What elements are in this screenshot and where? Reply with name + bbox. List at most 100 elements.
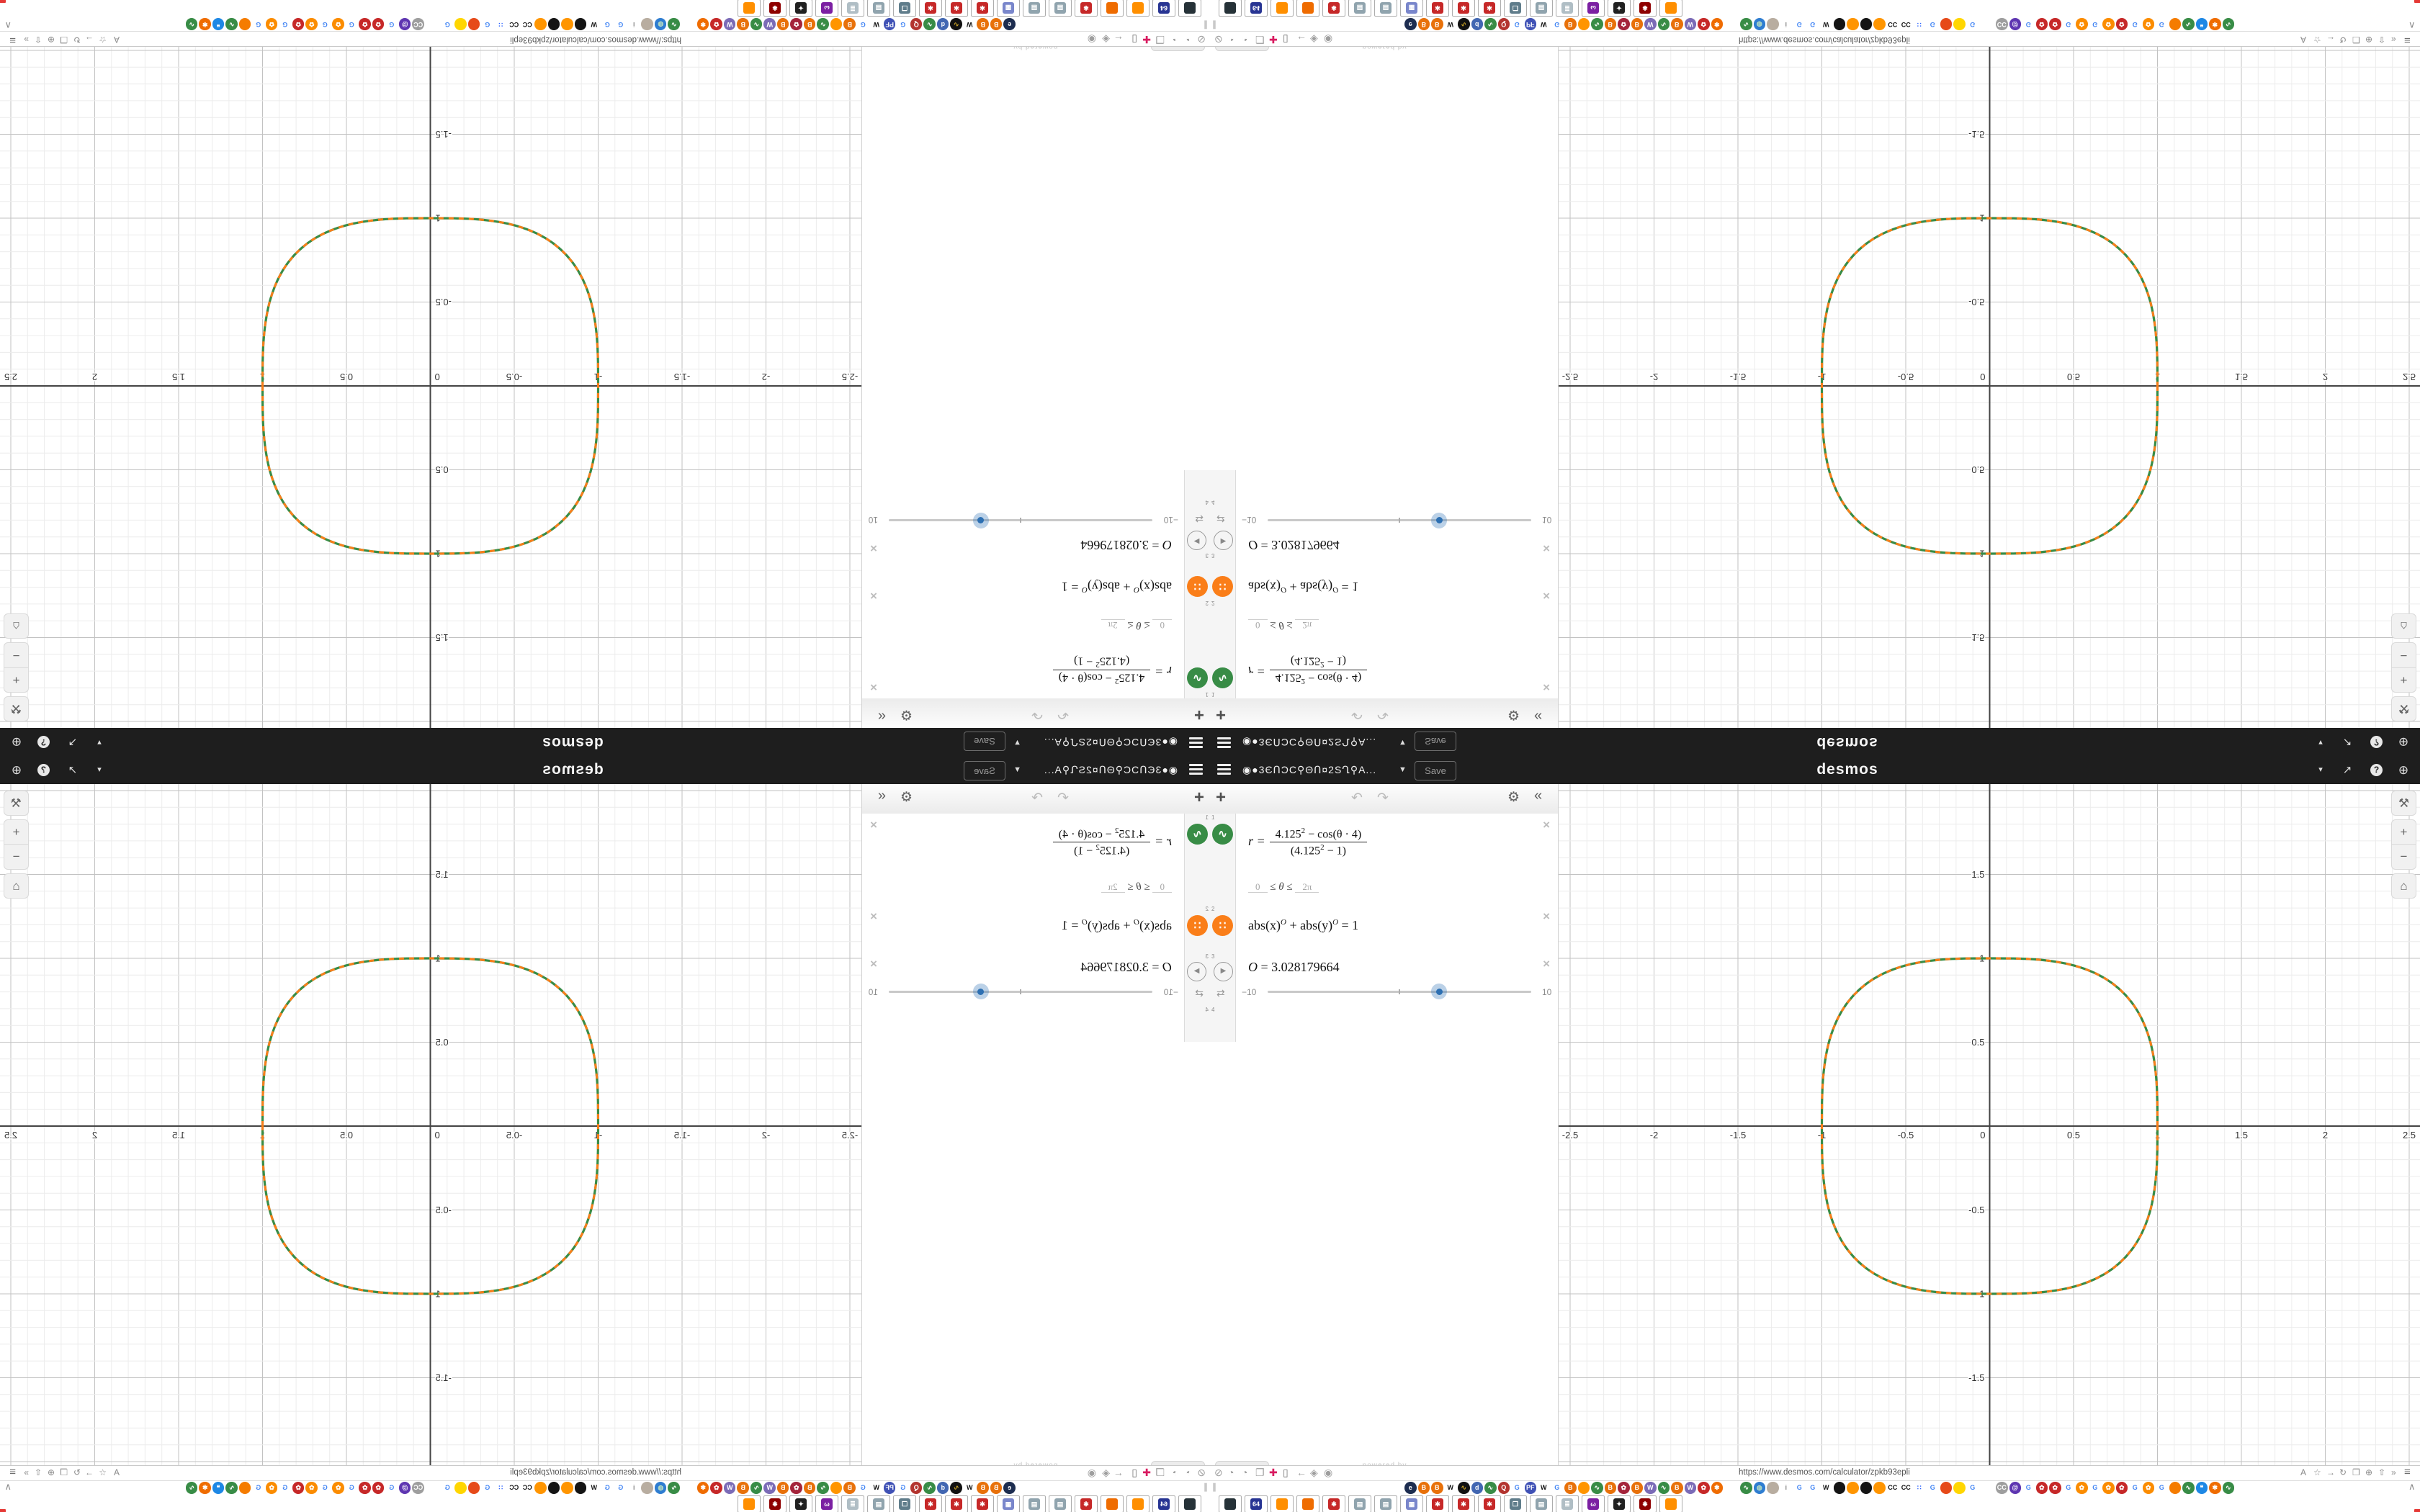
- taskbar-app-button[interactable]: [1178, 1495, 1201, 1512]
- tab-favicon[interactable]: W: [588, 1482, 600, 1494]
- tab-favicon[interactable]: ✱: [1711, 18, 1723, 30]
- tab-favicon[interactable]: B: [1631, 1482, 1643, 1494]
- tab-favicon[interactable]: W: [964, 18, 976, 30]
- account-caret-icon[interactable]: ▾: [97, 738, 102, 747]
- urlbar-left-icon[interactable]: ▯: [1283, 34, 1289, 45]
- tab-favicon[interactable]: G: [601, 1482, 614, 1494]
- save-button[interactable]: Save: [964, 761, 1005, 780]
- tab-favicon[interactable]: B: [843, 1482, 856, 1494]
- expression-row-3[interactable]: 3 ▶ ⇄ O = 3.028179664 −10 10 ×: [1210, 953, 1558, 1007]
- row1-gutter[interactable]: 1 ∿: [1184, 814, 1210, 905]
- tab-favicon[interactable]: @: [2009, 18, 2021, 30]
- taskbar-app-button[interactable]: ▤: [867, 0, 890, 17]
- zoom-out-button[interactable]: −: [2400, 649, 2408, 662]
- tab-favicon[interactable]: ✿: [2115, 1482, 2128, 1494]
- share-icon[interactable]: ↗: [2342, 764, 2352, 776]
- tab-favicon[interactable]: ✿: [1618, 1482, 1630, 1494]
- tab-favicon[interactable]: G: [481, 1482, 493, 1494]
- tab-favicon[interactable]: ∿: [1484, 18, 1497, 30]
- tab-favicon[interactable]: [548, 1482, 560, 1494]
- tab-favicon[interactable]: ❝: [212, 1482, 225, 1494]
- tab-favicon[interactable]: ❝: [212, 18, 225, 30]
- tab-favicon[interactable]: ✿: [2115, 18, 2128, 30]
- taskbar-app-button[interactable]: 64: [1152, 0, 1175, 17]
- urlbar-left-icon[interactable]: ▯: [1283, 1467, 1289, 1478]
- redo-icon[interactable]: ↷: [1377, 791, 1389, 806]
- taskbar-app-button[interactable]: [1101, 1495, 1124, 1512]
- taskbar-app-button[interactable]: ✱: [1452, 1495, 1475, 1512]
- implicit-equation[interactable]: abs(x)O + abs(y)O = 1: [1061, 580, 1172, 594]
- slider-track[interactable]: [889, 984, 1152, 999]
- tab-favicon[interactable]: @: [399, 1482, 411, 1494]
- add-expression-button[interactable]: +: [1193, 705, 1204, 724]
- urlbar-right-icon[interactable]: ↻: [2339, 1467, 2347, 1477]
- save-button[interactable]: Save: [1415, 732, 1456, 751]
- taskbar-app-button[interactable]: ▤: [1049, 0, 1072, 17]
- tab-favicon[interactable]: B: [1604, 18, 1616, 30]
- undo-icon[interactable]: ↶: [1351, 791, 1363, 806]
- urlbar-left-icon[interactable]: ❐: [1255, 34, 1265, 45]
- row2-gutter[interactable]: 2 ∷: [1184, 559, 1210, 607]
- tab-favicon[interactable]: ∿: [2182, 1482, 2195, 1494]
- browser-menu-icon[interactable]: ≡: [2404, 1466, 2411, 1478]
- default-viewport-home-button[interactable]: ⌂: [2391, 613, 2416, 639]
- taskbar-app-button[interactable]: ω: [815, 1495, 838, 1512]
- tab-favicon[interactable]: [1860, 18, 1872, 30]
- urlbar-right-icon[interactable]: »: [24, 1467, 29, 1477]
- tab-favicon[interactable]: G: [2062, 18, 2074, 30]
- graph-title[interactable]: ◉●3ЄՈƆC⚲ΘՈ¤2SՂ⚲A...: [1242, 737, 1377, 748]
- tab-favicon[interactable]: ✿: [2076, 18, 2088, 30]
- tab-favicon[interactable]: ∿: [1657, 1482, 1670, 1494]
- slider-value[interactable]: O = 3.028179664: [1080, 538, 1172, 552]
- desmos-wordmark[interactable]: desmos: [1816, 734, 1878, 751]
- taskbar-app-button[interactable]: ✱: [919, 0, 942, 17]
- tab-favicon[interactable]: [454, 18, 467, 30]
- tab-favicon[interactable]: ✿: [292, 18, 305, 30]
- tab-favicon[interactable]: ∿: [1591, 1482, 1603, 1494]
- tab-favicon[interactable]: B: [1431, 1482, 1443, 1494]
- language-globe-icon[interactable]: ⊕: [11, 735, 22, 749]
- urlbar-left-icon[interactable]: ◔: [1186, 34, 1192, 45]
- tab-favicon[interactable]: B: [1564, 1482, 1577, 1494]
- tab-favicon[interactable]: ✿: [2049, 18, 2061, 30]
- tab-favicon[interactable]: W: [870, 1482, 882, 1494]
- graph-pane[interactable]: -2.5 -2 -1.5 -1 -0.5 0 0.5 1 1.5 2 2.5 1.5 1 0.5 -0.5-…: [1558, 47, 2420, 728]
- row2-gutter[interactable]: 2 ∷: [1210, 905, 1236, 953]
- edit-list-gear-icon[interactable]: ⚙: [900, 707, 913, 722]
- slider-loop-icon[interactable]: ⇄: [1216, 987, 1225, 999]
- expression-row-3[interactable]: 3 ▶ ⇄ O = 3.028179664 −10 10 ×: [862, 505, 1210, 559]
- delete-row2-icon[interactable]: ×: [1543, 909, 1550, 923]
- taskbar-app-button[interactable]: [1270, 1495, 1294, 1512]
- graph-title[interactable]: ◉●3ЄՈƆC⚲ΘՈ¤2SՂ⚲A...: [1242, 764, 1377, 775]
- taskbar-app-button[interactable]: ▤: [1530, 0, 1553, 17]
- urlbar-left-icon[interactable]: ❐: [1155, 34, 1165, 45]
- expression-row-2[interactable]: 2 ∷ abs(x)O + abs(y)O = 1 ×: [1210, 905, 1558, 953]
- taskbar-app-button[interactable]: ✱: [763, 0, 786, 17]
- taskbar-app-button[interactable]: ▤: [1023, 1495, 1046, 1512]
- account-caret-icon[interactable]: ▾: [97, 765, 102, 774]
- taskbar-app-button[interactable]: ≣: [1556, 0, 1579, 17]
- tab-favicon[interactable]: ✿: [1698, 18, 1710, 30]
- expression-row-1[interactable]: 1 ∿ r = 4.1252 − cos(θ · 4) (4.1252 − 1) 0…: [862, 814, 1210, 906]
- slider-handle[interactable]: [1431, 513, 1447, 528]
- taskbar-app-button[interactable]: 64: [1245, 0, 1268, 17]
- tab-favicon[interactable]: ◍: [1753, 1482, 1765, 1494]
- expression-row-4-empty[interactable]: 4: [862, 1006, 1210, 1042]
- row2-gutter[interactable]: 2 ∷: [1210, 559, 1236, 607]
- urlbar-right-icon[interactable]: ⊕: [2365, 35, 2373, 45]
- url-text[interactable]: https://www.desmos.com/calculator/zpkb93…: [1739, 35, 1910, 44]
- urlbar-right-icon[interactable]: ↻: [73, 1467, 81, 1477]
- taskbar-app-button[interactable]: ω: [815, 0, 838, 17]
- tab-overflow-chevron-icon[interactable]: ∧: [4, 20, 12, 31]
- tab-favicon[interactable]: ✱: [697, 18, 709, 30]
- tab-favicon[interactable]: G: [2129, 1482, 2141, 1494]
- implicit-curve-icon[interactable]: ∷: [1212, 915, 1233, 936]
- tab-favicon[interactable]: W: [1444, 18, 1456, 30]
- taskbar-app-button[interactable]: ✱: [919, 1495, 942, 1512]
- tab-favicon[interactable]: ✿: [790, 18, 802, 30]
- tab-favicon[interactable]: B: [843, 18, 856, 30]
- taskbar-app-button[interactable]: ✱: [1322, 1495, 1345, 1512]
- graph-title[interactable]: ◉●3ЄՈƆC⚲ΘՈ¤2SՂ⚲A...: [1043, 764, 1178, 775]
- tab-favicon[interactable]: W: [724, 18, 736, 30]
- slider-min-label[interactable]: −10: [1163, 987, 1178, 997]
